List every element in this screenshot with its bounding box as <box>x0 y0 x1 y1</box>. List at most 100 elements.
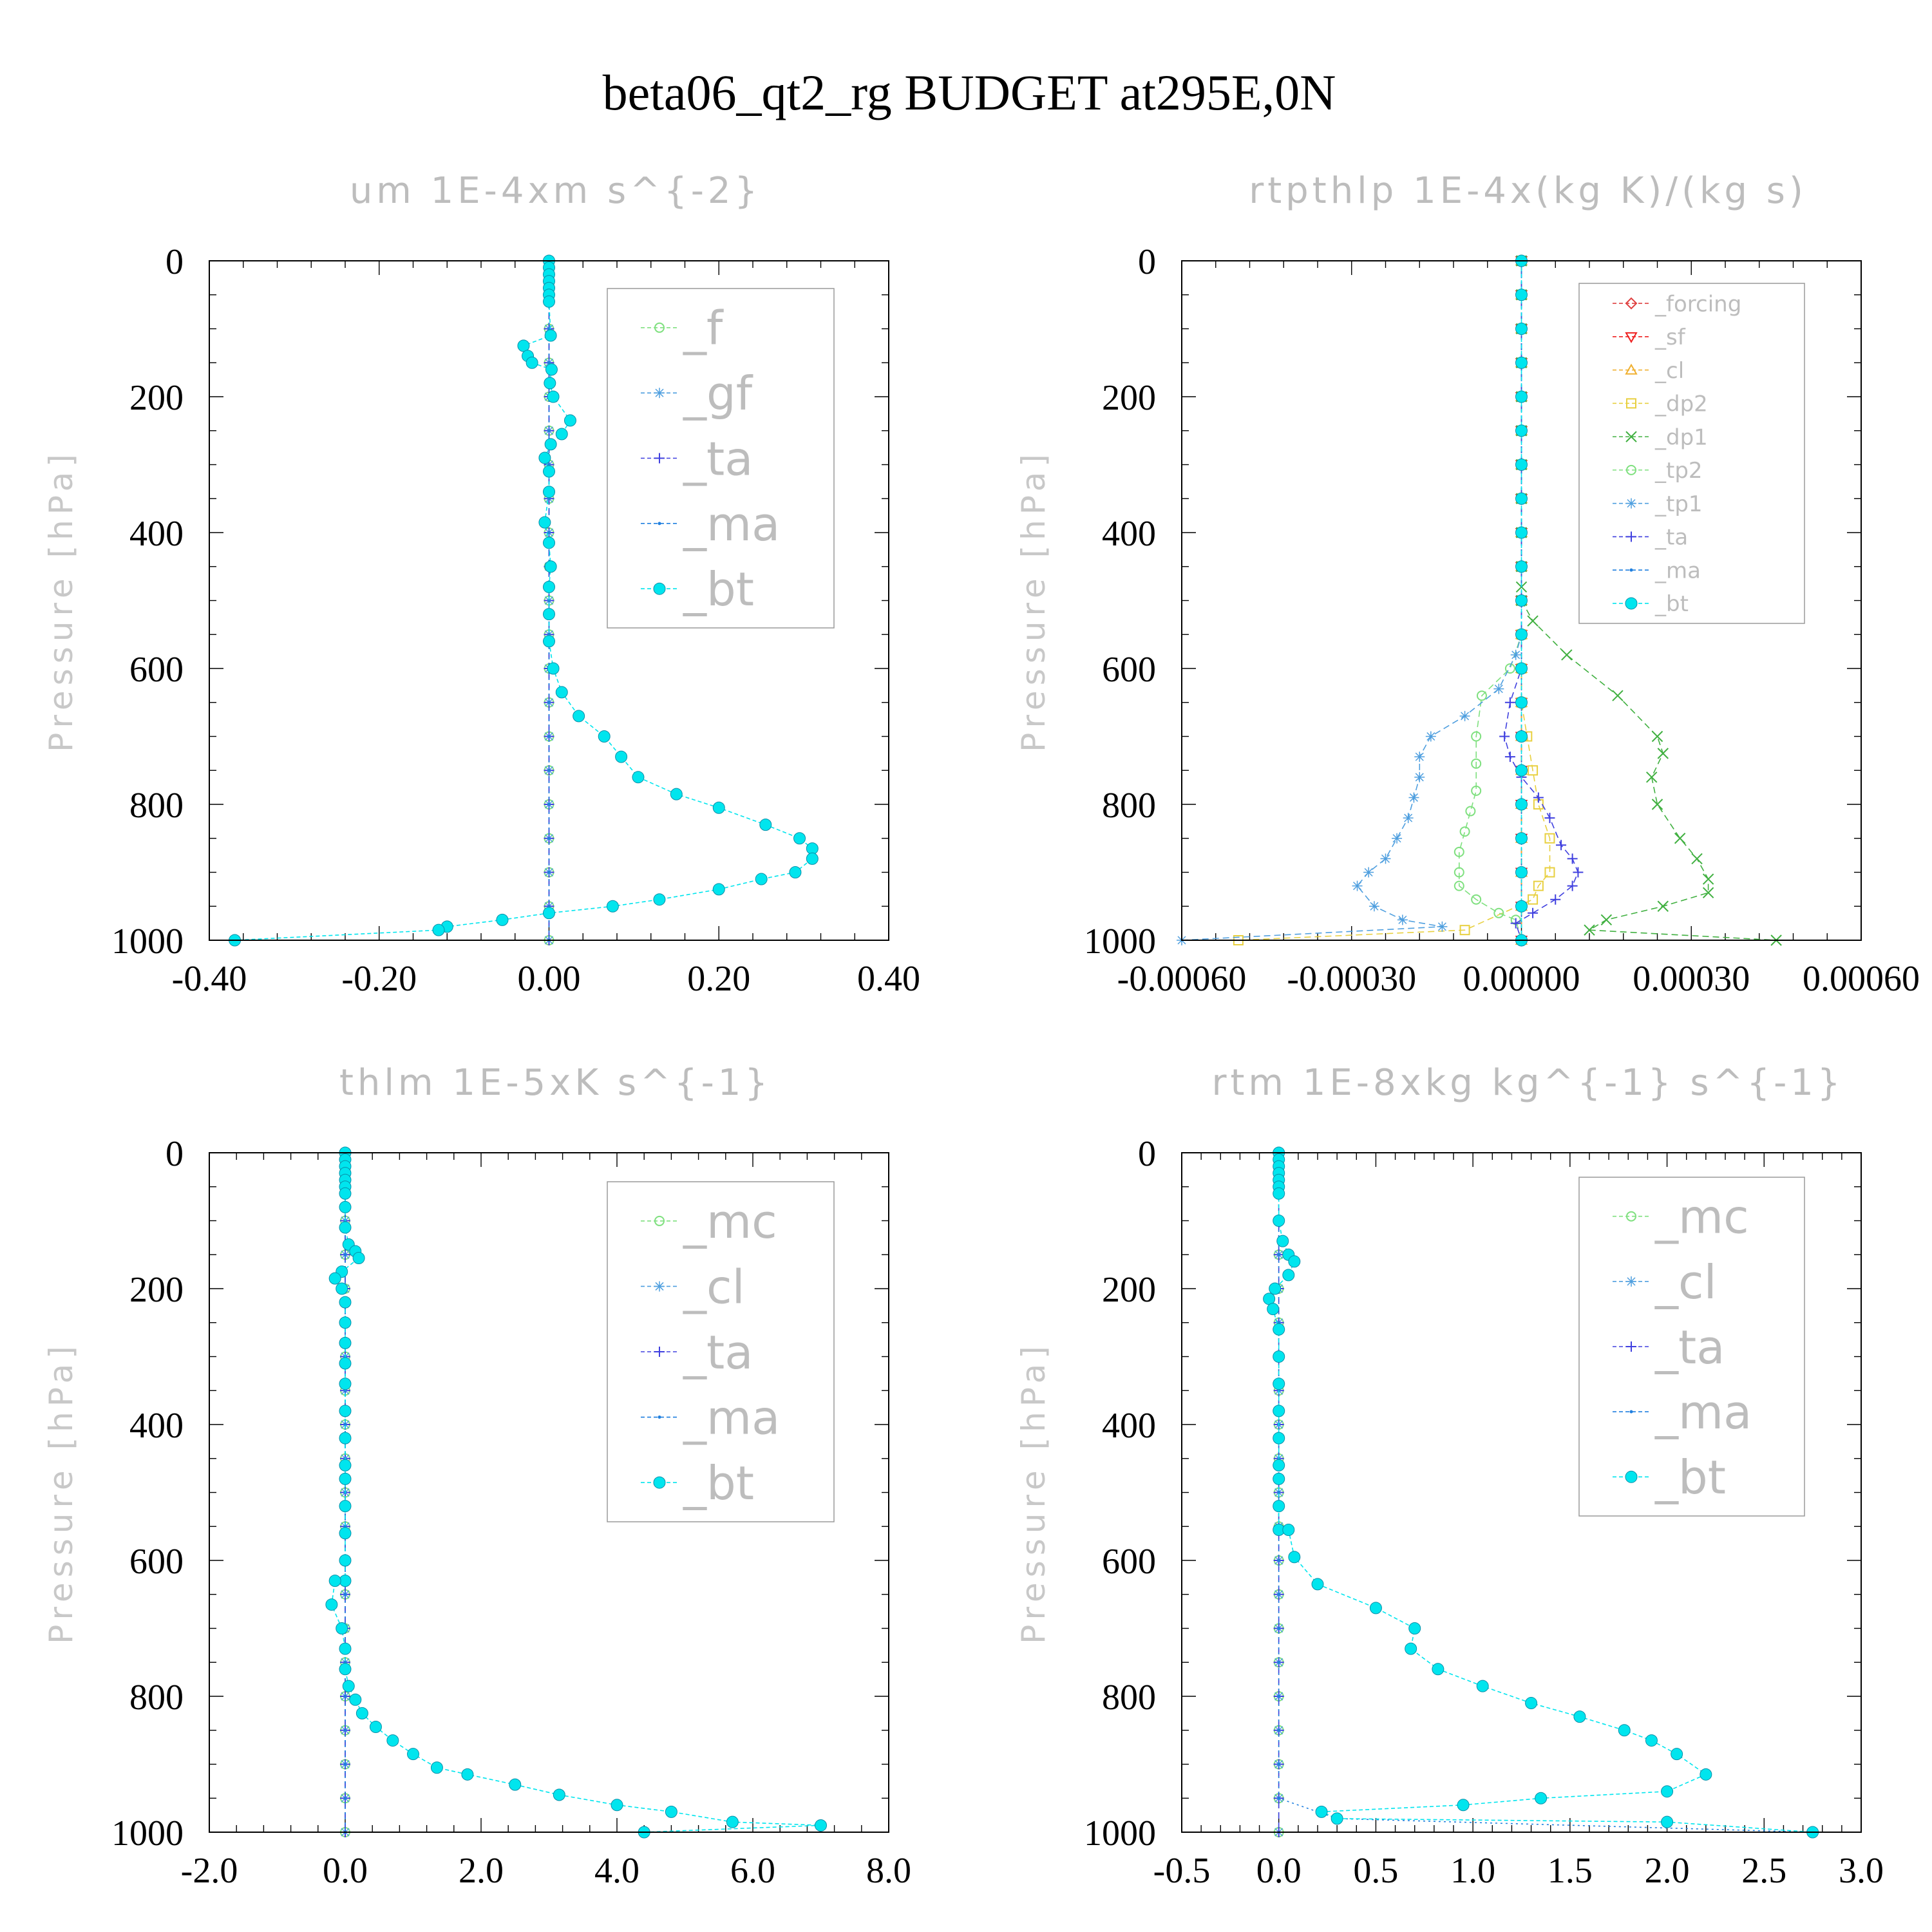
point-ta <box>1567 880 1578 891</box>
point-tp1 <box>1493 683 1504 694</box>
point-dp1 <box>1651 799 1663 810</box>
y-tick-label: 1000 <box>111 922 184 961</box>
point-bt <box>339 1296 352 1309</box>
point-bt <box>325 1598 338 1611</box>
legend-marker-dp2 <box>1626 398 1636 409</box>
point-dp2 <box>1528 765 1539 776</box>
y-tick-label: 1000 <box>111 1814 184 1853</box>
y-tick-label: 200 <box>129 378 184 418</box>
point-ma <box>343 1423 347 1426</box>
series-line-tp1 <box>1181 261 1522 941</box>
point-bt <box>1282 1524 1295 1537</box>
point-bt <box>432 923 445 936</box>
point-dp1 <box>1702 873 1714 885</box>
y-axis-label: Pressure [hPa] <box>1015 449 1052 752</box>
legend-marker-ta <box>654 1347 665 1357</box>
legend-marker-bt <box>1625 597 1638 610</box>
y-tick-label: 800 <box>129 1678 184 1718</box>
legend-label-ma: _ma <box>1654 1385 1752 1439</box>
y-axis-label: Pressure [hPa] <box>1015 1341 1052 1644</box>
point-tp2 <box>1459 826 1470 837</box>
point-bt <box>339 1357 352 1370</box>
point-bt <box>564 414 576 427</box>
point-ma <box>1277 1491 1281 1494</box>
legend-marker-bt <box>653 582 666 595</box>
point-bt <box>339 1554 352 1567</box>
point-bt <box>1311 1578 1324 1591</box>
point-bt <box>339 1575 352 1587</box>
y-tick-label: 200 <box>1102 378 1156 418</box>
point-dp2 <box>1459 925 1470 936</box>
x-tick-label: 3.0 <box>1839 1851 1884 1891</box>
point-bt <box>430 1761 443 1774</box>
point-bt <box>342 1680 355 1692</box>
point-ma <box>343 1694 347 1698</box>
point-dp1 <box>1651 730 1663 743</box>
point-bt <box>712 801 725 814</box>
legend-label-tp1: _tp1 <box>1654 491 1703 517</box>
point-ta <box>1544 813 1555 824</box>
point-bt <box>538 516 551 529</box>
point-tp2 <box>1504 663 1515 674</box>
point-ma <box>343 1796 347 1800</box>
x-tick-label: 0.00 <box>518 959 581 999</box>
point-tp1 <box>1425 731 1436 742</box>
point-bt <box>355 1707 368 1719</box>
y-tick-label: 600 <box>1102 1542 1156 1582</box>
x-tick-label: 4.0 <box>594 1851 639 1891</box>
point-ma <box>547 701 551 705</box>
plot-frame <box>209 260 889 941</box>
legend-marker-ma <box>1629 1410 1633 1414</box>
point-bt <box>336 1622 348 1634</box>
point-ma <box>547 768 551 772</box>
point-bt <box>339 1221 352 1234</box>
point-dp1 <box>1691 853 1703 865</box>
point-tp2 <box>1465 806 1476 817</box>
point-bt <box>543 295 555 308</box>
panel-3: thlm 1E-5xK s^{-1} Pressure [hPa] -2.0 0.0 2… <box>43 1062 911 1891</box>
y-tick-label: 400 <box>1102 1406 1156 1446</box>
x-tick-label: 2.0 <box>459 1851 504 1891</box>
point-bt <box>1515 764 1528 777</box>
point-tp2 <box>1471 894 1482 905</box>
point-bt <box>806 842 819 855</box>
point-bt <box>543 465 555 478</box>
point-bt <box>555 428 568 440</box>
point-bt <box>407 1748 419 1761</box>
x-tick-label: 1.0 <box>1450 1851 1495 1891</box>
point-bt <box>1515 900 1528 913</box>
y-tick-label: 400 <box>129 1406 184 1446</box>
point-bt <box>793 832 806 845</box>
point-bt <box>1515 424 1528 437</box>
point-bt <box>544 560 557 573</box>
point-dp2 <box>1544 833 1555 844</box>
legend: _f _gf _ta _ma _bt <box>607 288 835 629</box>
point-dp1 <box>1527 615 1539 627</box>
point-bt <box>755 873 768 886</box>
legend-marker-f <box>654 322 665 333</box>
point-dp2 <box>1528 894 1539 905</box>
point-bt <box>547 390 560 403</box>
point-ta <box>1499 731 1510 742</box>
point-ma <box>1277 1728 1281 1732</box>
legend-marker-bt <box>653 1476 666 1489</box>
point-bt <box>339 1472 352 1485</box>
x-tick-label: -0.00060 <box>1117 959 1247 999</box>
point-bt <box>1661 1785 1674 1798</box>
y-axis-label: Pressure [hPa] <box>43 1341 80 1644</box>
legend-label-forcing: _forcing <box>1654 291 1741 317</box>
point-dp2 <box>1544 867 1555 878</box>
x-tick-label: 8.0 <box>866 1851 911 1891</box>
point-bt <box>1331 1812 1343 1825</box>
point-bt <box>386 1734 399 1747</box>
point-bt <box>598 730 611 743</box>
legend-label-bt: _bt <box>683 562 754 616</box>
point-bt <box>1515 628 1528 641</box>
point-tp2 <box>1454 880 1464 891</box>
point-ma <box>1277 1660 1281 1664</box>
series-group <box>1263 1146 1819 1839</box>
point-ma <box>547 531 551 535</box>
point-ma <box>547 429 551 433</box>
point-bt <box>573 710 585 723</box>
